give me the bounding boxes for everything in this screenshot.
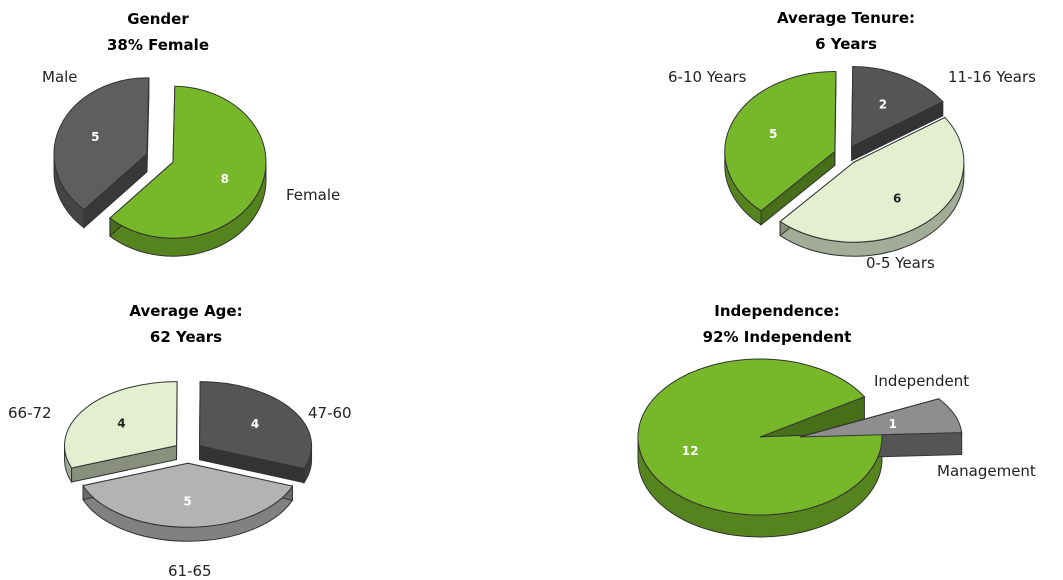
slice-label-3-1: Management [937, 462, 1036, 480]
slice-top-2-0 [199, 381, 313, 470]
tenure-title: Average Tenure: [777, 9, 915, 27]
age-title: Average Age: [129, 302, 242, 320]
slice-label-2-1: 61-65 [168, 562, 212, 580]
slice-top-1-1 [779, 116, 965, 243]
slice-top-1-0 [851, 66, 944, 148]
slice-value-0-0: 8 [221, 172, 229, 186]
slice-top-0-0 [109, 85, 267, 239]
slice-value-2-2: 4 [117, 417, 125, 431]
slice-label-0-1: Female [286, 186, 340, 204]
slice-top-1-2 [724, 71, 837, 212]
slice-value-3-0: 12 [682, 444, 699, 458]
slice-label-2-2: 66-72 [8, 404, 52, 422]
slice-value-1-1: 6 [893, 191, 901, 205]
slice-top-2-2 [64, 381, 178, 469]
independence-subtitle: 92% Independent [703, 328, 852, 346]
slice-label-1-1: 0-5 Years [866, 254, 935, 272]
pie-chart-3: 12 Independent 1 Management [637, 358, 1036, 538]
slice-value-1-0: 2 [879, 97, 887, 111]
pie-chart-1: 2 11-16 Years 6 0-5 Years 5 6-10 Years [668, 66, 1036, 272]
slice-label-1-0: 11-16 Years [948, 68, 1036, 86]
slice-label-1-2: 6-10 Years [668, 68, 747, 86]
tenure-subtitle: 6 Years [815, 35, 877, 53]
pie-chart-2: 4 47-60 5 61-65 4 66-72 [8, 381, 352, 580]
age-subtitle: 62 Years [150, 328, 222, 346]
slice-top-3-0 [637, 358, 883, 516]
slice-label-3-0: Independent [874, 372, 969, 390]
slice-top-2-1 [82, 462, 294, 528]
slice-label-0-0: Male [42, 68, 78, 86]
slice-value-1-2: 5 [769, 127, 777, 141]
pie-chart-0: 8 Male 5 Female [42, 68, 340, 257]
gender-title: Gender [127, 10, 189, 28]
slice-value-3-1: 1 [889, 417, 897, 431]
gender-subtitle: 38% Female [107, 36, 209, 54]
slice-label-2-0: 47-60 [308, 404, 352, 422]
slice-top-0-1 [53, 77, 150, 211]
slice-top-3-1 [799, 398, 963, 438]
slice-value-2-1: 5 [183, 495, 191, 509]
independence-title: Independence: [714, 302, 839, 320]
slice-value-0-1: 5 [91, 130, 99, 144]
slice-value-2-0: 4 [251, 417, 259, 431]
pie-charts-group: 8 Male 5 Female 2 11-16 Years 6 0-5 Years 5 6-10 … [8, 66, 1036, 580]
